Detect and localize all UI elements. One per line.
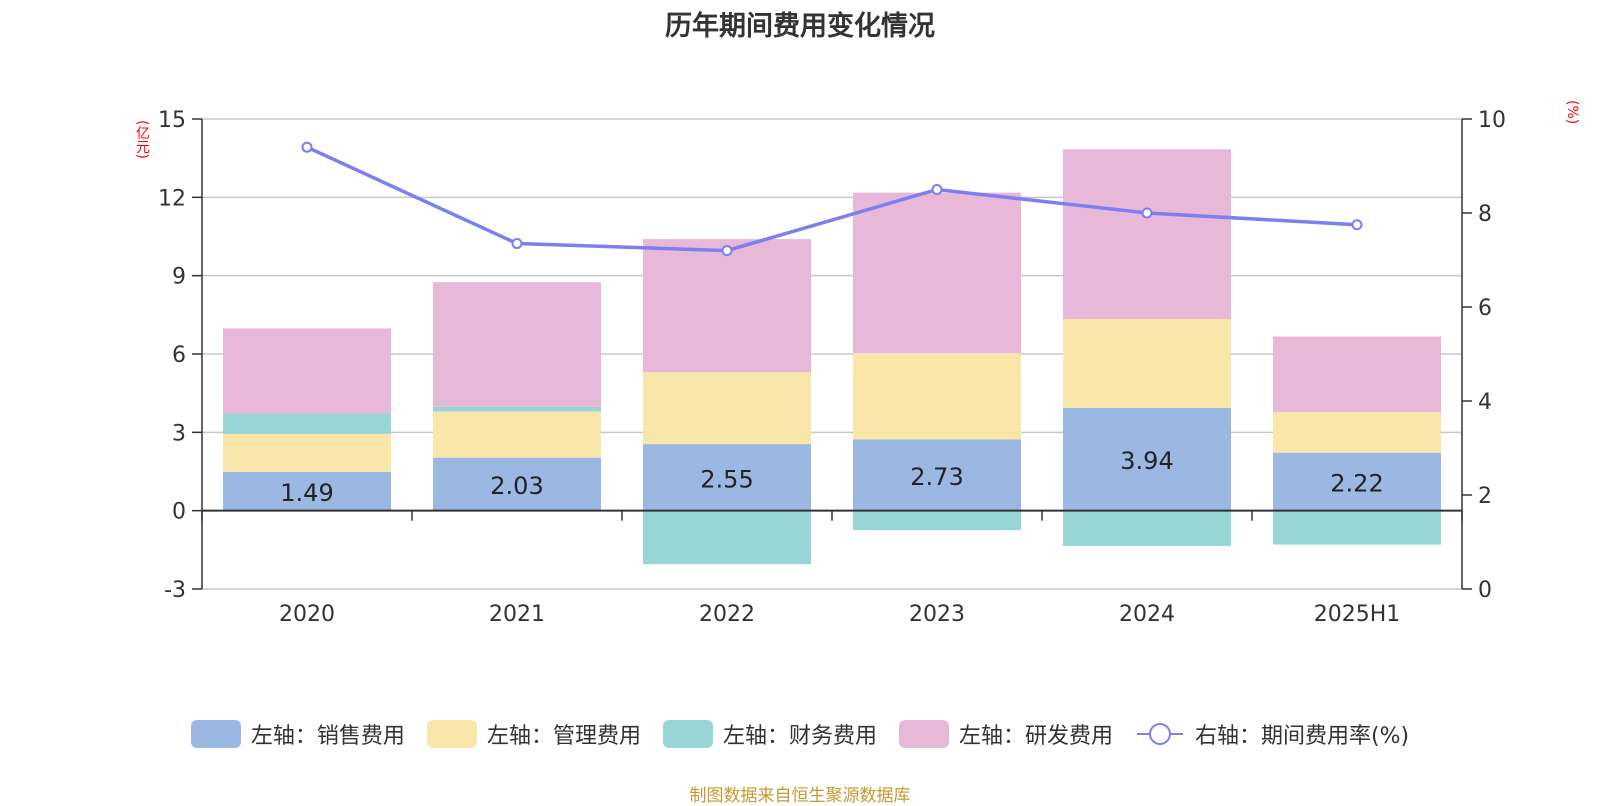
legend-item-rate[interactable]: 右轴：期间费用率(%): [1135, 718, 1409, 750]
bar-admin-2023: [853, 353, 1021, 440]
x-tick-label: 2020: [279, 602, 335, 627]
bar-rnd-2024: [1063, 149, 1231, 320]
bar-label-sales: 2.03: [490, 472, 543, 500]
bar-finance-2021: [433, 406, 601, 412]
bar-finance-2025H1: [1273, 510, 1441, 545]
bar-layer: [223, 149, 1441, 565]
bar-finance-2020: [223, 413, 391, 434]
right-tick-label: 4: [1478, 390, 1492, 415]
bar-sales-2020: [223, 471, 391, 511]
legend-label-sales: 左轴：销售费用: [250, 724, 405, 749]
legend-swatch-rnd: [898, 720, 949, 748]
legend-label-rnd: 左轴：研发费用: [958, 724, 1113, 749]
legend-swatch-sales: [190, 720, 241, 748]
bar-admin-2024: [1063, 319, 1231, 408]
bar-rnd-2020: [223, 328, 391, 414]
right-tick-label: 6: [1478, 296, 1492, 321]
bar-finance-2024: [1063, 510, 1231, 546]
chart-title: 历年期间费用变化情况: [665, 11, 935, 42]
bar-rnd-2022: [643, 239, 811, 373]
bar-sales-2022: [643, 444, 811, 511]
rate-point: [1351, 219, 1363, 231]
bar-rnd-2025H1: [1273, 336, 1441, 413]
bar-sales-2024: [1063, 407, 1231, 511]
bar-label-sales: 3.94: [1120, 447, 1173, 475]
left-tick-label: 9: [172, 265, 186, 290]
legend-swatch-finance: [662, 720, 713, 748]
axis-layer: -3 0 3 6 9 12 15 0 2 4 6 8 10 2020 2021 2022 2023 2024 202…: [158, 108, 1506, 627]
bar-finance-2023: [853, 510, 1021, 531]
bar-admin-2025H1: [1273, 412, 1441, 453]
bar-sales-2021: [433, 457, 601, 511]
bar-sales-2025H1: [1273, 452, 1441, 511]
right-tick-label: 8: [1478, 202, 1492, 227]
rate-point: [301, 141, 313, 153]
x-tick-label: 2021: [489, 602, 545, 627]
legend-line-rate-icon: [1136, 723, 1183, 745]
bar-sales-2023: [853, 439, 1021, 511]
bar-label-sales: 2.55: [700, 465, 753, 493]
left-tick-label: 3: [172, 421, 186, 446]
right-axis-unit: (%): [1564, 100, 1580, 125]
source-note: 制图数据来自恒生聚源数据库: [689, 786, 911, 806]
bar-finance-2022: [643, 510, 811, 565]
rate-point: [511, 238, 523, 250]
x-tick-label: 2024: [1119, 602, 1175, 627]
legend: 左轴：销售费用 左轴：管理费用 左轴：财务费用 左轴：研发费用 右轴：期间费用率…: [0, 718, 1600, 750]
legend-item-admin[interactable]: 左轴：管理费用: [426, 718, 641, 750]
legend-item-sales[interactable]: 左轴：销售费用: [190, 718, 405, 750]
grid-layer: [202, 118, 1462, 590]
left-tick-label: 0: [172, 500, 186, 525]
bar-rnd-2023: [853, 192, 1021, 354]
left-tick-label: 15: [158, 108, 186, 133]
label-layer: 1.49 2.03 2.55 2.73 3.94 2.22: [280, 447, 1383, 507]
left-tick-label: -3: [164, 578, 186, 603]
bar-admin-2021: [433, 411, 601, 458]
legend-swatch-admin: [426, 720, 477, 748]
bar-label-sales: 2.22: [1330, 470, 1383, 498]
bar-admin-2022: [643, 372, 811, 445]
left-tick-label: 6: [172, 343, 186, 368]
bar-label-sales: 2.73: [910, 463, 963, 491]
legend-label-finance: 左轴：财务费用: [722, 724, 877, 749]
chart-plot: -3 0 3 6 9 12 15 0 2 4 6 8 10 2020 2021 2022 2023 2024 202…: [158, 108, 1506, 627]
legend-label-rate: 右轴：期间费用率(%): [1194, 724, 1410, 749]
bar-rnd-2021: [433, 282, 601, 407]
left-tick-label: 12: [158, 186, 186, 211]
bar-admin-2020: [223, 433, 391, 472]
bar-label-sales: 1.49: [280, 479, 333, 507]
left-axis-unit: (亿元): [134, 120, 150, 159]
right-tick-label: 2: [1478, 484, 1492, 509]
rate-line: [306, 145, 1358, 253]
x-tick-label: 2025H1: [1314, 602, 1401, 627]
legend-item-rnd[interactable]: 左轴：研发费用: [898, 718, 1113, 750]
line-layer: [301, 141, 1363, 257]
rate-point: [721, 245, 733, 257]
x-tick-label: 2023: [909, 602, 965, 627]
right-tick-label: 0: [1478, 578, 1492, 603]
x-tick-label: 2022: [699, 602, 755, 627]
right-tick-label: 10: [1478, 108, 1506, 133]
legend-item-finance[interactable]: 左轴：财务费用: [662, 718, 877, 750]
rate-point: [931, 184, 943, 195]
legend-label-admin: 左轴：管理费用: [486, 724, 641, 749]
rate-point: [1141, 207, 1153, 219]
